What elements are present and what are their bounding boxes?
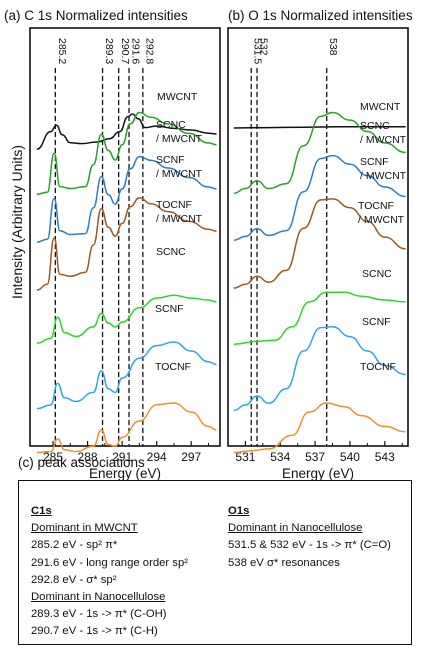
series-label: TOCNF [156,199,192,211]
peak-associations-box: C1s Dominant in MWCNT 285.2 eV - sp² π* … [18,480,412,645]
series-label: SCNF [155,303,184,315]
series-label: SCNC [362,268,392,280]
c1s-assoc-line: 289.3 eV - 1s -> π* (C-OH) [31,608,167,621]
reference-line-label: 531.5 [252,38,264,64]
o1s-assoc-line: 531.5 & 532 eV - 1s -> π* (C=O) [228,539,391,552]
series-label: / MWCNT [156,133,203,145]
series-label: MWCNT [360,101,401,113]
reference-line-label: 292.8 [143,38,155,64]
o1s-group1-title: Dominant in Nanocellulose [228,522,363,535]
panel-c-title: (c) peak associations [18,455,145,470]
series-label: SCNF [156,154,185,166]
series-label: TOCNF [155,361,191,373]
series-line [233,402,406,454]
c1s-assoc-line: 285.2 eV - sp² π* [31,539,118,552]
series-label: / MWCNT [360,170,407,182]
x-tick-label: 534 [270,450,290,464]
series-label: SCNC [156,246,186,258]
series-label: SCNC [156,119,186,131]
o1s-header: O1s [228,505,250,517]
series-label: / MWCNT [156,168,203,180]
c1s-column: C1s Dominant in MWCNT 285.2 eV - sp² π* … [31,503,188,641]
x-tick-label: 288 [78,450,98,464]
c1s-assoc-line: 291.6 eV - long range order sp² [31,556,188,569]
reference-line-label: 289.3 [103,38,115,64]
plot-frame [227,27,409,447]
reference-line-label: 285.2 [56,38,68,64]
series-label: / MWCNT [156,213,203,225]
series-label: SCNC [360,120,390,132]
o1s-assoc-line: 538 eV σ* resonances [228,556,340,569]
x-axis-label: Energy (eV) [89,466,161,481]
reference-line-label: 532 [258,38,270,56]
c1s-group2-title: Dominant in Nanocellulose [31,591,166,604]
x-tick-label: 531 [235,450,255,464]
panel-b-title: (b) O 1s Normalized intensities [228,8,413,23]
series-line [36,402,217,454]
series-line [233,325,406,412]
series-label: TOCNF [360,361,396,373]
x-tick-label: 297 [181,450,201,464]
plot-frame [29,27,221,447]
c1s-assoc-line: 290.7 eV - 1s -> π* (C-H) [31,625,158,638]
series-line [36,197,217,291]
c1s-header: C1s [31,505,52,517]
reference-line-label: 291.6 [130,38,142,64]
series-label: SCNF [362,316,391,328]
reference-line-label: 538 [327,38,339,56]
series-label: SCNF [360,156,389,168]
series-label: / MWCNT [358,214,405,226]
series-line [233,126,406,129]
x-tick-label: 543 [375,450,395,464]
panel-a-chart: 285 288 291 294 297 Energy (eV) 285.2 289.3 290.… [29,27,221,481]
series-label: TOCNF [358,200,394,212]
x-tick-label: 537 [305,450,325,464]
series-line [233,154,406,241]
x-tick-label: 540 [340,450,360,464]
y-axis-label: Intensity (Arbitrary Units) [9,145,25,299]
reference-line-label: 290.7 [119,38,131,64]
c1s-assoc-line: 292.8 eV - σ* sp² [31,573,117,586]
c1s-group1-title: Dominant in MWCNT [31,522,138,535]
series-line [233,291,406,345]
series-line [36,113,217,150]
o1s-column: O1s Dominant in Nanocellulose 531.5 & 53… [228,503,391,572]
x-tick-label: 294 [147,450,167,464]
panel-a-title: (a) C 1s Normalized intensities [4,8,188,23]
x-axis-label: Energy (eV) [282,466,354,481]
x-tick-label: 285 [43,450,63,464]
series-line [36,155,217,243]
x-tick-label: 291 [112,450,132,464]
series-line [36,341,217,410]
series-line [233,111,406,195]
series-label: MWCNT [157,91,198,103]
series-line [233,198,406,289]
series-label: / MWCNT [360,134,407,146]
series-line [36,111,217,195]
series-line [36,294,217,344]
